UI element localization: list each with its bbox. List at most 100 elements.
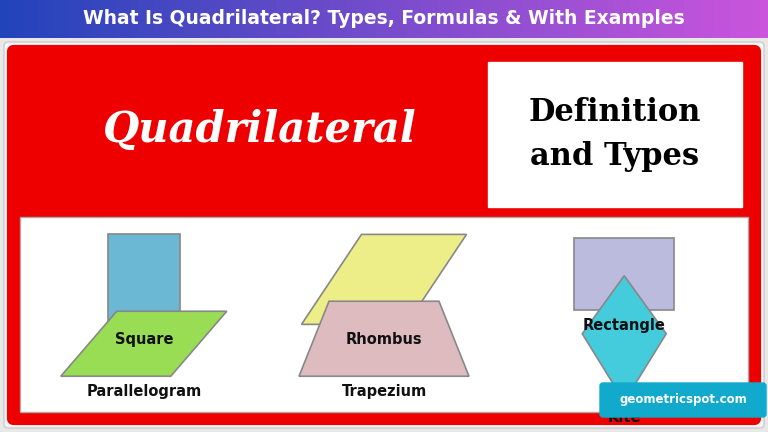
Bar	[399, 0, 408, 38]
Bar	[376, 0, 385, 38]
Text: What Is Quadrilateral? Types, Formulas & With Examples: What Is Quadrilateral? Types, Formulas &…	[83, 10, 685, 29]
Bar	[653, 0, 661, 38]
Bar	[169, 0, 177, 38]
Bar	[476, 0, 485, 38]
Bar	[599, 0, 607, 38]
Bar	[492, 0, 500, 38]
Bar	[499, 0, 508, 38]
Bar	[614, 0, 623, 38]
Bar	[545, 0, 554, 38]
Bar	[300, 0, 308, 38]
Bar	[745, 0, 753, 38]
Bar	[515, 0, 523, 38]
Bar	[507, 0, 515, 38]
Bar	[284, 0, 293, 38]
Bar	[154, 0, 162, 38]
Bar	[684, 0, 692, 38]
Bar	[622, 0, 631, 38]
Bar	[200, 0, 208, 38]
Bar	[353, 0, 362, 38]
Bar	[561, 0, 569, 38]
Bar	[184, 0, 193, 38]
Bar	[668, 0, 677, 38]
FancyBboxPatch shape	[4, 42, 764, 428]
Bar	[522, 0, 531, 38]
Bar	[530, 0, 538, 38]
Bar	[20, 217, 748, 412]
Bar	[276, 0, 285, 38]
Bar	[714, 0, 723, 38]
Bar	[215, 0, 223, 38]
Bar	[691, 0, 700, 38]
Bar	[438, 0, 446, 38]
Bar	[192, 0, 200, 38]
Polygon shape	[61, 311, 227, 376]
Bar	[430, 0, 439, 38]
Text: Rectangle: Rectangle	[583, 318, 666, 334]
Bar	[722, 0, 730, 38]
Text: Definition: Definition	[528, 97, 701, 128]
Bar	[115, 0, 124, 38]
Bar	[38, 0, 47, 38]
Bar	[422, 0, 431, 38]
Bar	[753, 0, 761, 38]
Bar	[92, 0, 101, 38]
Bar	[346, 0, 354, 38]
Bar	[453, 0, 462, 38]
Bar	[23, 0, 31, 38]
Text: Trapezium: Trapezium	[341, 384, 427, 399]
Text: Parallelogram: Parallelogram	[86, 384, 201, 399]
Bar	[361, 0, 369, 38]
Bar	[699, 0, 707, 38]
Bar	[0, 0, 8, 38]
Bar	[369, 0, 377, 38]
Bar	[323, 0, 331, 38]
Bar	[207, 0, 216, 38]
Bar	[553, 0, 561, 38]
Bar	[307, 0, 316, 38]
Bar	[246, 0, 254, 38]
Bar	[737, 0, 746, 38]
Bar	[584, 0, 592, 38]
Bar	[568, 0, 577, 38]
Bar	[161, 0, 170, 38]
Polygon shape	[302, 235, 466, 324]
Bar	[230, 0, 239, 38]
Bar	[730, 0, 738, 38]
Bar	[131, 0, 139, 38]
Bar	[269, 0, 277, 38]
Bar	[100, 0, 108, 38]
Polygon shape	[108, 235, 180, 324]
Bar	[630, 0, 638, 38]
Bar	[177, 0, 185, 38]
Bar	[223, 0, 231, 38]
FancyBboxPatch shape	[600, 383, 766, 417]
Bar	[253, 0, 262, 38]
Bar	[415, 0, 423, 38]
Bar	[676, 0, 684, 38]
Bar	[407, 0, 415, 38]
Bar	[138, 0, 147, 38]
Bar	[77, 0, 85, 38]
Bar	[15, 0, 24, 38]
Bar	[538, 0, 546, 38]
Bar	[484, 0, 492, 38]
Bar	[760, 0, 768, 38]
Text: Square: Square	[114, 332, 173, 347]
FancyBboxPatch shape	[9, 47, 759, 423]
Text: Kite: Kite	[607, 410, 641, 425]
Polygon shape	[574, 238, 674, 311]
Bar	[146, 0, 154, 38]
Bar	[84, 0, 93, 38]
Bar	[445, 0, 454, 38]
Text: and Types: and Types	[531, 141, 700, 172]
Bar	[54, 0, 62, 38]
Bar	[338, 0, 346, 38]
Bar	[461, 0, 469, 38]
Bar	[8, 0, 16, 38]
Bar	[392, 0, 400, 38]
Bar	[384, 0, 392, 38]
FancyBboxPatch shape	[488, 62, 742, 207]
Polygon shape	[299, 301, 469, 376]
Bar	[31, 0, 39, 38]
